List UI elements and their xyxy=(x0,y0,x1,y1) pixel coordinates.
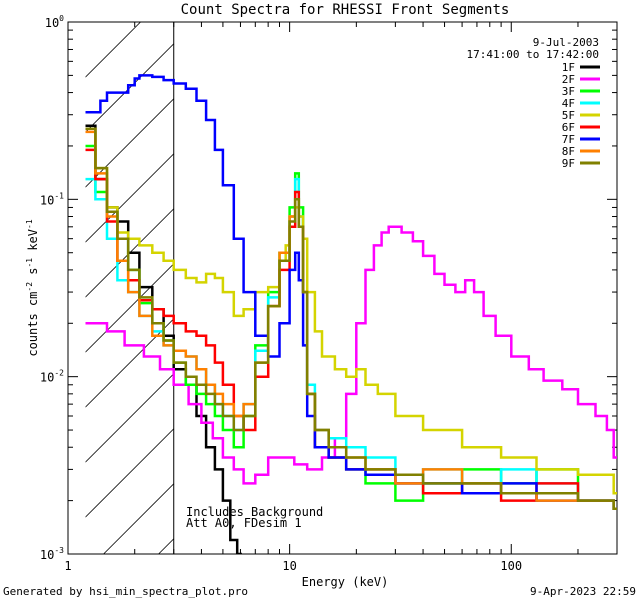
date-label: 9-Jul-2003 xyxy=(533,36,599,49)
y-tick-label: 10-2 xyxy=(40,369,64,385)
excluded-energy-hatched-region xyxy=(85,22,175,554)
series-line-6f xyxy=(85,148,617,510)
legend-label-3f: 3F xyxy=(562,85,575,98)
legend-label-2f: 2F xyxy=(562,73,575,86)
legend-label-9f: 9F xyxy=(562,157,575,170)
annotation-background: Includes Background xyxy=(186,505,323,519)
x-tick-label: 10 xyxy=(282,559,296,573)
hatch-lines xyxy=(85,22,174,554)
y-tick-labels: 10-3 10-2 10-1 100 xyxy=(40,14,64,562)
x-tick-label: 1 xyxy=(64,559,71,573)
y-tick-label: 10-3 xyxy=(40,546,64,562)
legend-label-7f: 7F xyxy=(562,133,575,146)
y-axis-label: counts cm-2 s-1 keV-1 xyxy=(25,219,40,356)
footer-generated-by: Generated by hsi_min_spectra_plot.pro xyxy=(3,585,248,598)
series-line-5f xyxy=(85,127,617,495)
legend-label-6f: 6F xyxy=(562,121,575,134)
x-axis-label: Energy (keV) xyxy=(302,575,389,589)
series-line-8f xyxy=(85,130,617,510)
annotation-attenuator: Att A0, FDesim 1 xyxy=(186,516,302,530)
y-tick-label: 100 xyxy=(45,14,64,30)
series-line-2f xyxy=(85,225,617,485)
time-range-label: 17:41:00 to 17:42:00 xyxy=(467,48,599,61)
series-line-7f xyxy=(85,74,617,510)
legend-label-8f: 8F xyxy=(562,145,575,158)
legend-label-5f: 5F xyxy=(562,109,575,122)
plot-frame xyxy=(67,21,618,555)
y-tick-label: 10-1 xyxy=(40,191,64,207)
x-tick-label: 100 xyxy=(500,559,522,573)
series-line-9f xyxy=(85,127,617,510)
series-line-4f xyxy=(85,177,617,510)
spectra-series xyxy=(85,74,617,554)
chart-title: Count Spectra for RHESSI Front Segments xyxy=(181,2,510,18)
legend-label-4f: 4F xyxy=(562,97,575,110)
legend-label-1f: 1F xyxy=(562,61,575,74)
footer-timestamp: 9-Apr-2023 22:59 xyxy=(530,585,636,598)
x-tick-labels: 1 10 100 xyxy=(64,559,522,573)
